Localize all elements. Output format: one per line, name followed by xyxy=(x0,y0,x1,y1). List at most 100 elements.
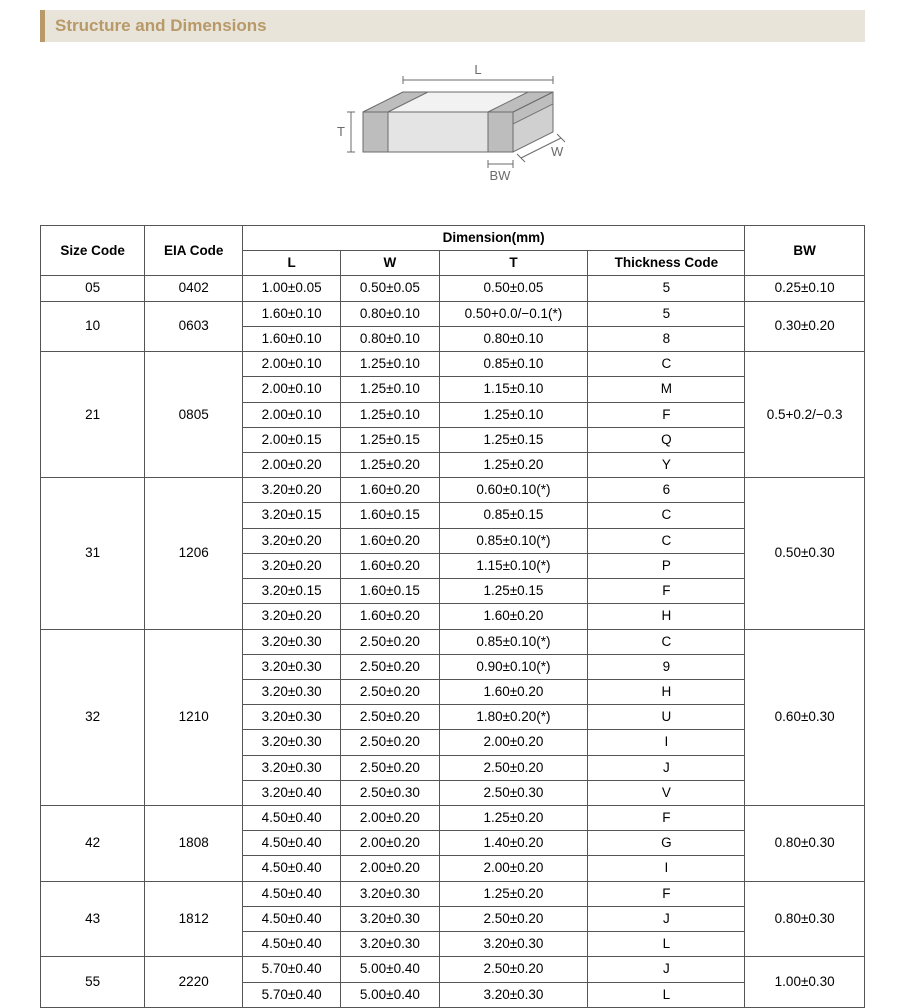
cell-code: I xyxy=(588,856,745,881)
cell-bw: 0.30±0.20 xyxy=(745,301,865,351)
cell-w: 2.00±0.20 xyxy=(341,856,439,881)
cell-eia: 1812 xyxy=(145,881,243,957)
cell-l: 1.60±0.10 xyxy=(243,301,341,326)
cell-eia: 0805 xyxy=(145,352,243,478)
cell-l: 4.50±0.40 xyxy=(243,906,341,931)
cell-size: 21 xyxy=(41,352,145,478)
cell-l: 3.20±0.30 xyxy=(243,629,341,654)
cell-l: 5.70±0.40 xyxy=(243,957,341,982)
cell-l: 1.60±0.10 xyxy=(243,326,341,351)
cell-code: F xyxy=(588,402,745,427)
cell-size: 55 xyxy=(41,957,145,1007)
cell-bw: 0.80±0.30 xyxy=(745,881,865,957)
col-w: W xyxy=(341,251,439,276)
cell-l: 5.70±0.40 xyxy=(243,982,341,1007)
svg-text:W: W xyxy=(551,144,564,159)
cell-t: 0.85±0.10(*) xyxy=(439,629,588,654)
cell-size: 42 xyxy=(41,806,145,882)
cell-w: 1.60±0.20 xyxy=(341,528,439,553)
table-row: 4318124.50±0.403.20±0.301.25±0.20F0.80±0… xyxy=(41,881,865,906)
cell-code: L xyxy=(588,932,745,957)
cell-code: 9 xyxy=(588,654,745,679)
cell-l: 4.50±0.40 xyxy=(243,881,341,906)
cell-l: 4.50±0.40 xyxy=(243,806,341,831)
cell-w: 1.60±0.20 xyxy=(341,604,439,629)
cell-code: F xyxy=(588,881,745,906)
cell-w: 2.50±0.20 xyxy=(341,654,439,679)
cell-l: 3.20±0.30 xyxy=(243,679,341,704)
cell-l: 2.00±0.15 xyxy=(243,427,341,452)
col-l: L xyxy=(243,251,341,276)
cell-w: 1.60±0.20 xyxy=(341,478,439,503)
cell-code: H xyxy=(588,604,745,629)
cell-code: P xyxy=(588,553,745,578)
cell-code: L xyxy=(588,982,745,1007)
cell-code: J xyxy=(588,755,745,780)
cell-code: F xyxy=(588,579,745,604)
col-size: Size Code xyxy=(41,226,145,276)
cell-bw: 0.25±0.10 xyxy=(745,276,865,301)
cell-code: H xyxy=(588,679,745,704)
cell-code: C xyxy=(588,528,745,553)
cell-w: 1.60±0.20 xyxy=(341,553,439,578)
cell-w: 0.80±0.10 xyxy=(341,301,439,326)
cell-eia: 0402 xyxy=(145,276,243,301)
cell-t: 0.85±0.15 xyxy=(439,503,588,528)
table-row: 4218084.50±0.402.00±0.201.25±0.20F0.80±0… xyxy=(41,806,865,831)
col-dim-group: Dimension(mm) xyxy=(243,226,745,251)
cell-bw: 0.60±0.30 xyxy=(745,629,865,806)
cell-w: 2.50±0.20 xyxy=(341,705,439,730)
col-bw: BW xyxy=(745,226,865,276)
cell-eia: 1206 xyxy=(145,478,243,629)
cell-code: U xyxy=(588,705,745,730)
cell-code: F xyxy=(588,806,745,831)
cell-w: 1.25±0.10 xyxy=(341,352,439,377)
cell-w: 2.50±0.20 xyxy=(341,679,439,704)
cell-l: 3.20±0.40 xyxy=(243,780,341,805)
cell-t: 2.50±0.20 xyxy=(439,906,588,931)
cell-t: 1.60±0.20 xyxy=(439,679,588,704)
cell-w: 2.50±0.20 xyxy=(341,755,439,780)
cell-t: 3.20±0.30 xyxy=(439,932,588,957)
cell-eia: 2220 xyxy=(145,957,243,1007)
cell-l: 3.20±0.30 xyxy=(243,654,341,679)
cell-t: 2.00±0.20 xyxy=(439,856,588,881)
cell-l: 2.00±0.10 xyxy=(243,402,341,427)
cell-w: 2.50±0.20 xyxy=(341,730,439,755)
cell-w: 1.25±0.10 xyxy=(341,377,439,402)
cell-l: 3.20±0.30 xyxy=(243,705,341,730)
cell-l: 4.50±0.40 xyxy=(243,831,341,856)
col-thick: Thickness Code xyxy=(588,251,745,276)
cell-w: 1.60±0.15 xyxy=(341,579,439,604)
cell-t: 1.25±0.20 xyxy=(439,881,588,906)
cell-l: 1.00±0.05 xyxy=(243,276,341,301)
cell-t: 1.80±0.20(*) xyxy=(439,705,588,730)
table-row: 1006031.60±0.100.80±0.100.50+0.0/−0.1(*)… xyxy=(41,301,865,326)
cell-code: I xyxy=(588,730,745,755)
cell-eia: 1808 xyxy=(145,806,243,882)
cell-w: 0.50±0.05 xyxy=(341,276,439,301)
cell-t: 1.25±0.20 xyxy=(439,452,588,477)
cell-code: 6 xyxy=(588,478,745,503)
cell-bw: 0.80±0.30 xyxy=(745,806,865,882)
col-eia: EIA Code xyxy=(145,226,243,276)
cell-l: 3.20±0.20 xyxy=(243,604,341,629)
cell-w: 1.25±0.10 xyxy=(341,402,439,427)
cell-t: 0.50±0.05 xyxy=(439,276,588,301)
cell-code: J xyxy=(588,957,745,982)
cell-l: 2.00±0.20 xyxy=(243,452,341,477)
cell-code: 5 xyxy=(588,276,745,301)
cell-code: G xyxy=(588,831,745,856)
cell-size: 05 xyxy=(41,276,145,301)
cell-l: 3.20±0.15 xyxy=(243,579,341,604)
svg-text:BW: BW xyxy=(489,168,511,183)
cell-l: 3.20±0.30 xyxy=(243,730,341,755)
cell-w: 2.50±0.20 xyxy=(341,629,439,654)
svg-text:L: L xyxy=(474,62,481,77)
section-title: Structure and Dimensions xyxy=(55,16,267,35)
cell-w: 5.00±0.40 xyxy=(341,982,439,1007)
cell-t: 0.60±0.10(*) xyxy=(439,478,588,503)
cell-code: Q xyxy=(588,427,745,452)
dimensions-table: Size Code EIA Code Dimension(mm) BW L W … xyxy=(40,225,865,1008)
cell-w: 5.00±0.40 xyxy=(341,957,439,982)
